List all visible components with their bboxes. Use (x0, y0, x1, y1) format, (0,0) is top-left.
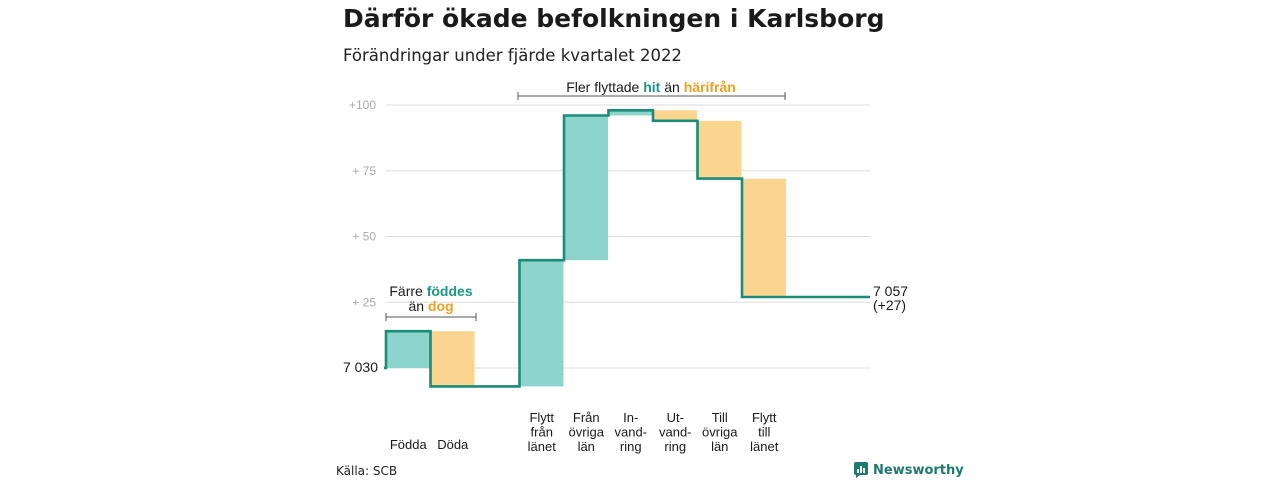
waterfall-bar (742, 178, 786, 297)
x-tick-label: Döda (437, 437, 469, 452)
x-tick-label: vand- (614, 425, 647, 440)
x-tick-label: län (578, 439, 595, 454)
annotation-top-hit: hit (643, 79, 660, 95)
waterfall-bar (698, 120, 742, 179)
x-tick-label: Till (712, 410, 728, 425)
grid-lines (386, 104, 870, 369)
annotation-left-dog: dog (428, 298, 454, 314)
step-line (384, 109, 870, 388)
brand-logo: Newsworthy (854, 462, 964, 478)
end-label: 7 057 (873, 283, 908, 299)
x-tick-label: Födda (390, 437, 428, 452)
start-label: 7 030 (343, 359, 378, 375)
waterfall-bar (431, 331, 475, 387)
x-tick-label: länet (528, 439, 557, 454)
cumulative-step-line (384, 109, 870, 388)
waterfall-bar (564, 115, 608, 261)
chart-subtitle: Förändringar under fjärde kvartalet 2022 (343, 46, 682, 65)
end-change-label: (+27) (873, 297, 906, 313)
x-tick-label: från (531, 425, 553, 440)
x-tick-label: In- (623, 410, 638, 425)
annotation-left-line1: Färre föddes (389, 283, 472, 299)
annotation-top-harifran: härifrån (684, 79, 736, 95)
x-tick-label: län (711, 439, 728, 454)
y-tick-label: + 25 (352, 295, 376, 309)
x-tick-label: länet (750, 439, 779, 454)
waterfall-bar (609, 110, 653, 116)
x-tick-label: övriga (702, 425, 738, 440)
x-tick-label: Ut- (667, 410, 684, 425)
annotation-left-line2: än dog (408, 298, 453, 314)
newsworthy-icon (854, 462, 868, 478)
waterfall-bar (653, 110, 697, 121)
annotation-top-prefix: Fler flyttade (566, 79, 643, 95)
x-tick-label: Flytt (752, 410, 777, 425)
annotation-top: Fler flyttade hit än härifrån (566, 79, 736, 95)
x-axis-labels: Födda DödaFlyttfrånlänetFrånövrigalänIn-v… (390, 410, 779, 454)
waterfall-bar (520, 260, 564, 387)
waterfall-bar (386, 331, 430, 368)
bars (386, 110, 786, 387)
y-tick-label: + 75 (352, 164, 376, 178)
annotation-top-mid: än (660, 79, 683, 95)
x-tick-label: till (758, 425, 770, 440)
x-tick-label: Flytt (529, 410, 554, 425)
x-tick-label: övriga (569, 425, 605, 440)
y-axis-ticks: +100 + 75 + 50 + 25 (349, 98, 376, 309)
x-tick-label: ring (664, 439, 686, 454)
annotation-left-fodda: föddes (427, 283, 473, 299)
annotation-left-prefix: Färre (389, 283, 426, 299)
x-tick-label: vand- (659, 425, 692, 440)
x-tick-label: ring (620, 439, 642, 454)
chart-title: Därför ökade befolkningen i Karlsborg (343, 4, 885, 33)
source-note: Källa: SCB (336, 464, 398, 478)
y-tick-label: +100 (349, 98, 376, 112)
brand-name: Newsworthy (873, 462, 964, 478)
y-tick-label: + 50 (352, 230, 376, 244)
x-tick-label: Från (573, 410, 600, 425)
annotation-left-prefix2: än (408, 298, 427, 314)
